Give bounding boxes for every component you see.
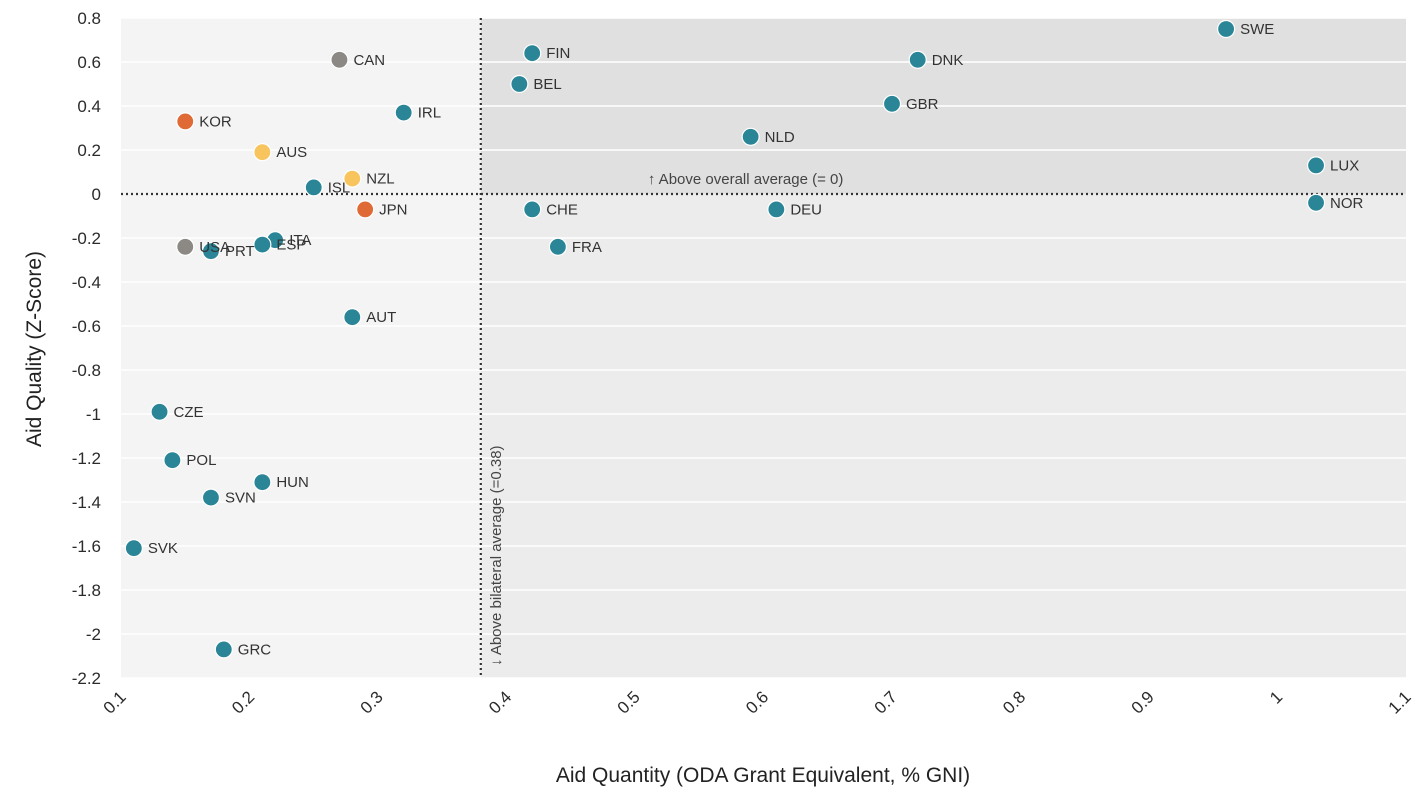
y-tick-label: -1.6	[72, 537, 101, 556]
x-tick-label: 1	[1266, 687, 1286, 707]
data-point-dnk	[908, 50, 927, 69]
data-label-jpn: JPN	[379, 201, 407, 218]
data-point-che	[523, 200, 542, 219]
x-tick-label: 0.6	[742, 687, 772, 717]
y-tick-label: -1.4	[72, 493, 101, 512]
data-point-nzl	[343, 169, 362, 188]
data-label-kor: KOR	[199, 113, 232, 130]
data-point-esp	[253, 235, 272, 254]
y-axis-ticks: 0.8 0.6 0.4 0.2 0 -0.2 -0.4 -0.6 -0.8 -1 -1.2 -1.4 -…	[72, 9, 101, 688]
data-label-hun: HUN	[276, 474, 309, 491]
x-tick-label: 0.4	[485, 687, 515, 717]
y-tick-label: -1.8	[72, 581, 101, 600]
data-point-cze	[150, 402, 169, 421]
x-tick-label: 0.3	[357, 687, 387, 717]
y-tick-label: 0	[92, 185, 101, 204]
data-point-pol	[163, 451, 182, 470]
data-label-bel: BEL	[533, 76, 561, 93]
x-axis-ticks: 0.1 0.2 0.3 0.4 0.5 0.6 0.7 0.8 0.9 1 1.1	[100, 687, 1415, 717]
data-label-aut: AUT	[366, 309, 396, 326]
x-tick-label: 0.2	[228, 687, 258, 717]
data-label-fra: FRA	[572, 239, 602, 256]
gridlines	[121, 17, 1406, 679]
data-point-svn	[201, 488, 221, 507]
data-label-isl: ISL	[328, 179, 351, 196]
y-tick-label: -1	[86, 405, 101, 424]
point-labels: SWE DNK FIN BEL GBR NLD LUX NOR CHE DEU FRA CAN IRL K…	[148, 21, 1364, 658]
data-label-aus: AUS	[276, 144, 307, 161]
data-label-grc: GRC	[238, 641, 271, 658]
x-tick-label: 0.1	[100, 687, 130, 717]
data-label-deu: DEU	[790, 201, 822, 218]
x-tick-label: 0.8	[999, 687, 1029, 717]
quadrant-lower-right-bg	[480, 194, 1406, 678]
data-label-prt: PRT	[225, 243, 255, 260]
data-label-swe: SWE	[1240, 21, 1274, 38]
horizontal-reference-label: ↑ Above overall average (= 0)	[648, 171, 844, 188]
data-label-nor: NOR	[1330, 195, 1364, 212]
data-point-fin	[523, 44, 542, 63]
data-point-bel	[510, 74, 529, 94]
x-tick-label: 0.5	[614, 687, 644, 717]
y-tick-label: 0.8	[77, 9, 101, 28]
x-tick-label: 0.9	[1128, 687, 1158, 717]
data-point-nld	[741, 127, 760, 146]
data-point-lux	[1306, 156, 1326, 175]
y-tick-label: 0.4	[77, 97, 101, 116]
data-point-nor	[1306, 193, 1326, 212]
data-point-fra	[548, 237, 568, 256]
data-label-can: CAN	[353, 52, 385, 69]
data-point-grc	[214, 640, 233, 659]
data-point-svk	[124, 539, 143, 558]
y-tick-label: 0.2	[77, 141, 101, 160]
x-tick-label: 0.7	[871, 687, 901, 717]
y-tick-label: -0.6	[72, 317, 101, 336]
data-point-irl	[394, 103, 413, 122]
data-point-kor	[176, 112, 195, 131]
data-label-cze: CZE	[174, 404, 204, 421]
y-tick-label: 0.6	[77, 53, 101, 72]
data-label-che: CHE	[546, 201, 578, 218]
y-tick-label: -1.2	[72, 449, 101, 468]
y-tick-label: -0.2	[72, 229, 101, 248]
quadrant-backgrounds	[121, 18, 1406, 678]
data-point-swe	[1216, 19, 1236, 39]
data-label-svk: SVK	[148, 540, 178, 557]
data-point-aut	[343, 308, 362, 327]
data-point-usa	[176, 237, 195, 256]
data-point-aus	[253, 143, 272, 162]
data-points	[124, 19, 1326, 659]
y-axis-title: Aid Quality (Z-Score)	[23, 251, 46, 447]
y-tick-label: -0.4	[72, 273, 101, 292]
data-label-irl: IRL	[418, 105, 441, 122]
data-point-jpn	[356, 200, 375, 219]
data-label-nld: NLD	[765, 129, 795, 146]
data-label-dnk: DNK	[932, 52, 964, 69]
data-label-pol: POL	[186, 452, 216, 469]
data-label-esp: ESP	[276, 237, 306, 254]
data-point-gbr	[882, 94, 902, 113]
data-point-isl	[304, 178, 323, 197]
data-point-prt	[201, 242, 221, 261]
y-tick-label: -2.2	[72, 669, 101, 688]
vertical-reference-label: ↓ Above bilateral average (=0.38)	[488, 445, 505, 666]
data-point-deu	[767, 200, 786, 219]
y-tick-label: -2	[86, 625, 101, 644]
data-label-nzl: NZL	[366, 171, 394, 188]
data-point-hun	[253, 473, 272, 492]
data-label-fin: FIN	[546, 45, 570, 62]
x-axis-title: Aid Quantity (ODA Grant Equivalent, % GN…	[556, 764, 970, 787]
data-point-can	[330, 50, 349, 69]
data-label-gbr: GBR	[906, 96, 939, 113]
data-label-lux: LUX	[1330, 157, 1359, 174]
reference-lines	[121, 18, 1406, 678]
y-tick-label: -0.8	[72, 361, 101, 380]
data-label-svn: SVN	[225, 490, 256, 507]
data-label-usa: USA	[199, 239, 230, 256]
data-label-ita: ITA	[289, 232, 311, 249]
x-tick-label: 1.1	[1385, 687, 1415, 717]
